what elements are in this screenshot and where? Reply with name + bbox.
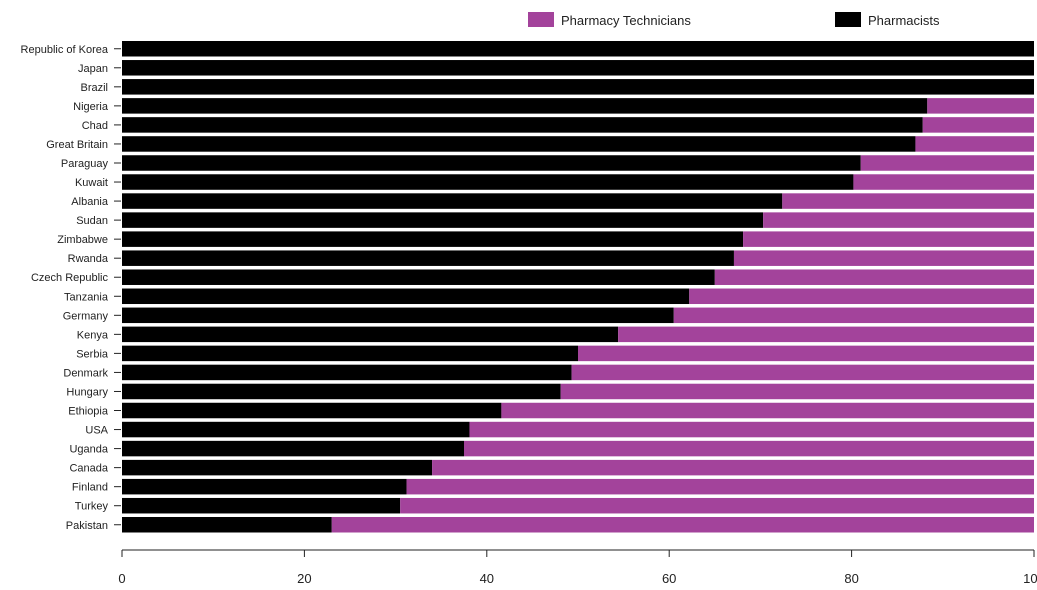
bar-pharmacy-technicians-turkey — [400, 497, 1034, 514]
bar-pharmacists-czech-republic — [122, 269, 715, 285]
bar-pharmacy-technicians-paraguay — [860, 155, 1034, 171]
bar-pharmacy-technicians-kenya — [618, 326, 1034, 343]
x-tick-label-20: 20 — [297, 571, 311, 586]
bar-pharmacy-technicians-finland — [406, 478, 1034, 495]
y-tick-label-finland: Finland — [72, 482, 108, 494]
bar-pharmacists-zimbabwe — [122, 231, 744, 247]
y-tick-label-great-britain: Great Britain — [46, 139, 108, 151]
bar-pharmacy-technicians-tanzania — [689, 288, 1034, 305]
bar-pharmacists-albania — [122, 193, 783, 209]
bar-pharmacists-kuwait — [122, 174, 854, 190]
legend: Pharmacy Technicians Pharmacists — [528, 12, 940, 28]
y-tick-label-turkey: Turkey — [75, 501, 109, 513]
x-tick-label-60: 60 — [662, 571, 676, 586]
bar-pharmacy-technicians-chad — [922, 117, 1034, 133]
bar-pharmacists-republic-of-korea — [122, 41, 1034, 57]
bar-pharmacists-usa — [122, 421, 470, 438]
x-axis: 0 20 40 60 80 100 — [118, 549, 1037, 586]
bar-pharmacy-technicians-zimbabwe — [743, 231, 1034, 247]
bar-pharmacy-technicians-denmark — [571, 364, 1034, 381]
bar-pharmacists-denmark — [122, 364, 572, 381]
legend-swatch-pharmacy-technicians — [528, 12, 554, 27]
bar-pharmacy-technicians-germany — [673, 307, 1034, 324]
bar-pharmacists-japan — [122, 60, 1034, 76]
bar-pharmacists-canada — [122, 459, 433, 476]
y-tick-label-albania: Albania — [71, 196, 109, 208]
x-tick-label-0: 0 — [118, 571, 125, 586]
bar-pharmacy-technicians-kuwait — [853, 174, 1034, 190]
y-axis: Republic of Korea Japan Brazil Nigeria Chad G… — [21, 44, 121, 532]
y-tick-label-denmark: Denmark — [63, 367, 108, 379]
bar-pharmacists-chad — [122, 117, 923, 133]
legend-label-pharmacy-technicians: Pharmacy Technicians — [561, 13, 691, 28]
legend-label-pharmacists: Pharmacists — [868, 13, 940, 28]
bar-pharmacy-technicians-czech-republic — [714, 269, 1034, 285]
bar-pharmacy-technicians-great-britain — [915, 136, 1034, 152]
bar-pharmacists-sudan — [122, 212, 764, 228]
y-tick-label-japan: Japan — [78, 63, 108, 75]
y-tick-label-usa: USA — [85, 425, 108, 437]
y-tick-label-paraguay: Paraguay — [61, 158, 109, 170]
bar-pharmacy-technicians-pakistan — [331, 517, 1034, 533]
bar-pharmacists-pakistan — [122, 517, 332, 533]
bar-pharmacists-hungary — [122, 383, 561, 400]
y-tick-label-hungary: Hungary — [66, 386, 108, 398]
bar-pharmacists-kenya — [122, 326, 619, 343]
bar-pharmacy-technicians-rwanda — [733, 250, 1034, 266]
legend-swatch-pharmacists — [835, 12, 861, 27]
y-tick-label-rwanda: Rwanda — [68, 253, 109, 265]
bar-pharmacy-technicians-serbia — [578, 345, 1034, 362]
y-tick-label-tanzania: Tanzania — [64, 291, 109, 303]
bar-pharmacists-finland — [122, 478, 407, 495]
bar-pharmacy-technicians-canada — [432, 459, 1035, 476]
plot-area — [122, 41, 1035, 533]
y-tick-label-germany: Germany — [63, 310, 109, 322]
bar-pharmacists-turkey — [122, 497, 401, 514]
bar-pharmacy-technicians-albania — [782, 193, 1034, 209]
bar-pharmacists-uganda — [122, 440, 464, 457]
x-tick-label-100: 100 — [1023, 571, 1037, 586]
bar-pharmacy-technicians-uganda — [464, 440, 1034, 457]
y-tick-label-zimbabwe: Zimbabwe — [57, 234, 108, 246]
bar-pharmacists-ethiopia — [122, 402, 502, 419]
x-tick-label-80: 80 — [844, 571, 858, 586]
bar-pharmacists-tanzania — [122, 288, 690, 305]
y-tick-label-czech-republic: Czech Republic — [31, 272, 109, 284]
y-tick-label-canada: Canada — [69, 463, 108, 475]
y-tick-label-serbia: Serbia — [76, 348, 109, 360]
bar-pharmacists-brazil — [122, 79, 1034, 95]
bar-pharmacists-rwanda — [122, 250, 734, 266]
y-tick-label-nigeria: Nigeria — [73, 101, 109, 113]
y-tick-label-brazil: Brazil — [80, 82, 108, 94]
y-tick-label-sudan: Sudan — [76, 215, 108, 227]
bar-pharmacy-technicians-sudan — [763, 212, 1034, 228]
y-tick-label-republic-of-korea: Republic of Korea — [21, 44, 109, 56]
bar-pharmacy-technicians-hungary — [560, 383, 1034, 400]
bar-pharmacy-technicians-nigeria — [927, 98, 1034, 114]
bar-pharmacists-germany — [122, 307, 674, 324]
bar-pharmacy-technicians-ethiopia — [501, 402, 1035, 419]
y-tick-label-ethiopia: Ethiopia — [68, 406, 109, 418]
y-tick-label-kuwait: Kuwait — [75, 177, 108, 189]
y-tick-label-kenya: Kenya — [77, 329, 109, 341]
bar-pharmacists-paraguay — [122, 155, 861, 171]
bar-pharmacists-serbia — [122, 345, 578, 362]
bar-pharmacists-great-britain — [122, 136, 916, 152]
bar-pharmacists-nigeria — [122, 98, 928, 114]
x-tick-label-40: 40 — [480, 571, 494, 586]
y-tick-label-uganda: Uganda — [69, 444, 108, 456]
y-tick-label-pakistan: Pakistan — [66, 520, 108, 532]
bar-pharmacy-technicians-usa — [469, 421, 1034, 438]
y-tick-label-chad: Chad — [82, 120, 108, 132]
